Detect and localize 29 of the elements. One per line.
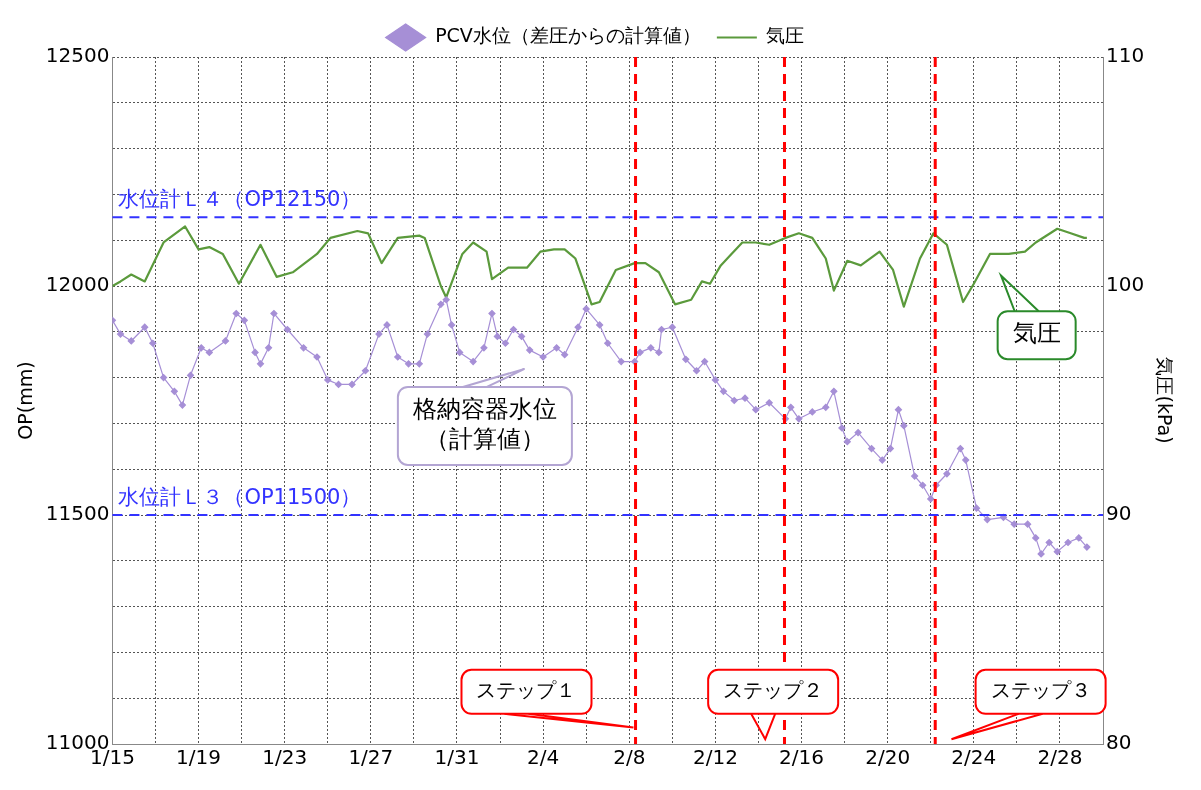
y-axis-title: OP(mm) — [14, 361, 37, 440]
x-tick-label: 2/4 — [527, 745, 560, 770]
legend-label: PCV水位（差圧からの計算値） — [435, 24, 701, 47]
annotation: ステップ３ — [990, 677, 1091, 702]
annotation: ステップ１ — [476, 677, 577, 702]
y2-tick-label: 80 — [1106, 730, 1132, 755]
y-tick-label: 11500 — [45, 501, 110, 526]
ref-line-label: 水位計Ｌ４（OP12150） — [118, 187, 362, 212]
x-tick-label: 2/24 — [951, 745, 997, 770]
annotation: ステップ２ — [723, 677, 824, 702]
y-tick-label: 12500 — [45, 43, 110, 68]
x-tick-label: 1/19 — [176, 745, 222, 770]
x-tick-label: 2/28 — [1037, 745, 1083, 770]
annotation: 気圧 — [1012, 319, 1061, 348]
x-tick-label: 2/20 — [865, 745, 911, 770]
x-tick-label: 2/12 — [692, 745, 738, 770]
x-tick-label: 1/27 — [348, 745, 394, 770]
y2-axis-title: 気圧(kPa) — [1153, 357, 1176, 444]
x-tick-label: 2/16 — [779, 745, 824, 770]
x-tick-label: 2/8 — [613, 745, 646, 770]
annotation: 格納容器水位（計算値） — [411, 395, 557, 454]
y2-tick-label: 110 — [1106, 43, 1145, 68]
ref-line-label: 水位計Ｌ３（OP11500） — [118, 484, 362, 509]
y2-tick-label: 100 — [1106, 272, 1145, 297]
x-tick-label: 1/23 — [262, 745, 308, 770]
x-tick-label: 1/31 — [434, 745, 480, 770]
legend-label: 気圧 — [766, 24, 805, 47]
y-tick-label: 12000 — [45, 272, 110, 297]
y2-tick-label: 90 — [1106, 501, 1132, 526]
